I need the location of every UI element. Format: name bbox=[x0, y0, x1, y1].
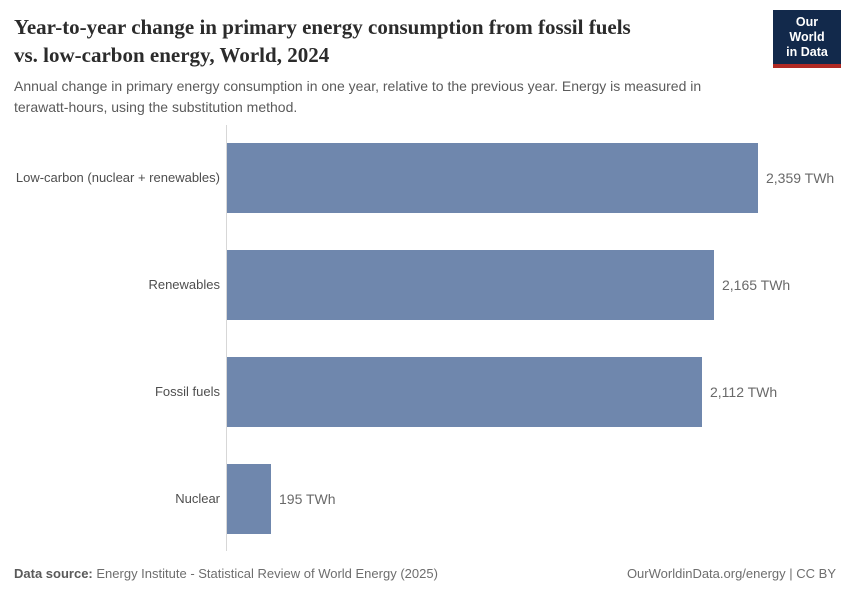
owid-logo-line1: Our World bbox=[789, 15, 825, 44]
data-source-note: Data source: Energy Institute - Statisti… bbox=[14, 566, 438, 582]
bar[interactable] bbox=[227, 464, 271, 534]
bar-row: Low-carbon (nuclear + renewables) 2,359 T… bbox=[0, 143, 850, 213]
attribution-link[interactable]: OurWorldinData.org/energy | CC BY bbox=[626, 566, 836, 581]
category-label: Low-carbon (nuclear + renewables) bbox=[15, 170, 220, 185]
chart-title: Year-to-year change in primary energy co… bbox=[14, 13, 631, 69]
data-source-value: Energy Institute - Statistical Review of… bbox=[96, 566, 438, 581]
bar-chart: Low-carbon (nuclear + renewables) 2,359 T… bbox=[0, 125, 850, 555]
owid-logo-line2: in Data bbox=[786, 45, 828, 59]
category-label: Fossil fuels bbox=[154, 384, 220, 399]
chart-title-line1: Year-to-year change in primary energy co… bbox=[14, 15, 631, 39]
chart-footer: Data source: Energy Institute - Statisti… bbox=[14, 566, 836, 582]
bar[interactable] bbox=[227, 250, 714, 320]
chart-subtitle: Annual change in primary energy consumpt… bbox=[14, 78, 702, 115]
value-label: 2,165 TWh bbox=[722, 277, 791, 293]
bar[interactable] bbox=[227, 143, 758, 213]
value-label: 195 TWh bbox=[279, 491, 336, 507]
chart-title-line2: vs. low-carbon energy, World, 2024 bbox=[14, 43, 330, 67]
owid-logo[interactable]: Our World in Data bbox=[773, 10, 841, 68]
value-label: 2,359 TWh bbox=[766, 170, 835, 186]
bar-row: Renewables 2,165 TWh bbox=[0, 250, 850, 320]
data-source-label: Data source: bbox=[14, 566, 93, 581]
category-label: Nuclear bbox=[175, 491, 220, 506]
bar[interactable] bbox=[227, 357, 702, 427]
bar-row: Fossil fuels 2,112 TWh bbox=[0, 357, 850, 427]
category-label: Renewables bbox=[148, 277, 220, 292]
bar-row: Nuclear 195 TWh bbox=[0, 464, 850, 534]
value-label: 2,112 TWh bbox=[710, 384, 778, 400]
y-axis-line bbox=[226, 125, 227, 551]
